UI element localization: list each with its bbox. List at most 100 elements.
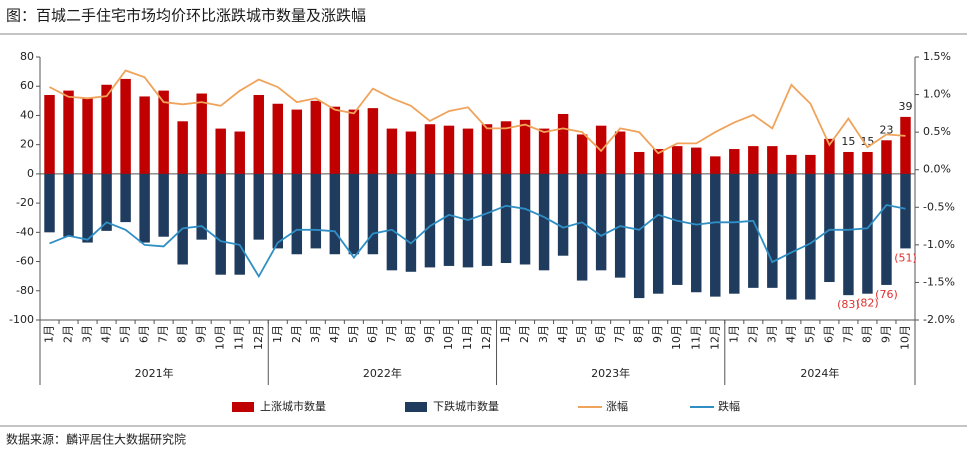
bar [215,128,226,174]
bar [576,173,588,281]
year-label: 2021年 [135,366,174,380]
bar [691,173,702,293]
x-tick-label: 11月 [461,325,474,350]
bar [367,173,379,255]
bar [805,154,816,174]
x-tick-label: 5月 [575,325,588,343]
y2-tick-label: -0.5% [923,200,955,213]
x-tick-label: 4月 [328,325,341,343]
x-tick-label: 5月 [803,325,816,343]
year-label: 2024年 [800,366,839,380]
x-tick-label: 12月 [252,325,265,350]
y2-tick-label: -1.0% [923,238,955,251]
bar [786,154,797,174]
x-tick-label: 8月 [632,325,645,343]
bar [158,90,169,174]
bar [177,173,188,265]
x-tick-label: 12月 [480,325,493,350]
bar [805,173,816,300]
x-tick-label: 2月 [746,325,759,343]
bar [748,173,759,288]
x-tick-label: 10月 [898,325,911,350]
bar [652,149,664,174]
bar [348,173,360,255]
x-tick-label: 11月 [689,325,702,350]
bar [329,173,341,255]
x-tick-label: 10月 [670,325,683,350]
bar [234,173,245,275]
line [49,69,906,155]
bar [557,113,569,174]
bar [748,146,759,174]
bar [824,173,835,283]
bar [500,173,512,264]
year-label: 2023年 [591,366,630,380]
legend-swatch [405,402,427,412]
bar [481,124,493,174]
bar [405,131,417,174]
bar [177,121,188,174]
bar [729,173,740,294]
x-tick-label: 7月 [385,325,398,343]
y-tick-label: -60 [16,255,34,268]
x-tick-label: 6月 [822,325,835,343]
bar [44,94,55,174]
bar [881,173,892,285]
bar [900,116,911,174]
x-tick-label: 3月 [765,325,778,343]
x-tick-label: 11月 [233,325,246,350]
legend-swatch [232,402,254,412]
bar [44,173,55,233]
data-label: 23 [879,123,893,136]
x-tick-label: 5月 [119,325,132,343]
bar [633,151,645,174]
y2-tick-label: 1.5% [923,50,951,63]
bar [671,173,683,285]
bar [519,119,531,174]
bar [367,108,379,174]
x-tick-label: 8月 [176,325,189,343]
bar [786,173,797,300]
bar [196,173,207,240]
chart-title: 图：百城二手住宅市场均价环比涨跌城市数量及涨跌幅 [6,7,366,25]
bar [767,146,778,174]
bar [310,100,322,174]
x-tick-label: 7月 [157,325,170,343]
x-tick-label: 2月 [62,325,75,343]
y-tick-label: 60 [20,79,34,92]
bar [538,173,550,271]
bar [843,173,854,296]
y-tick-label: -100 [9,313,34,326]
bar [253,173,264,240]
x-tick-label: 2月 [518,325,531,343]
bar [63,173,74,237]
data-label: (82) [856,297,879,310]
bar [843,151,854,174]
x-tick-label: 6月 [594,325,607,343]
bar [120,173,131,223]
data-label: 15 [841,135,855,148]
x-tick-label: 3月 [81,325,94,343]
y-tick-label: -40 [16,225,34,238]
bar [215,173,226,275]
x-tick-label: 4月 [556,325,569,343]
bar [120,78,131,174]
bar [291,173,303,255]
bar [386,128,398,174]
x-tick-label: 4月 [784,325,797,343]
bar [443,173,455,266]
bar [595,173,607,271]
bar [500,121,512,174]
x-tick-label: 8月 [404,325,417,343]
y-tick-label: -20 [16,196,34,209]
y2-tick-label: 0.0% [923,163,951,176]
bar [691,147,702,174]
x-tick-label: 6月 [138,325,151,343]
x-tick-label: 1月 [499,325,512,343]
bar [862,151,873,174]
x-tick-label: 7月 [841,325,854,343]
bar [767,173,778,288]
x-tick-label: 9月 [423,325,436,343]
x-tick-label: 10月 [214,325,227,350]
